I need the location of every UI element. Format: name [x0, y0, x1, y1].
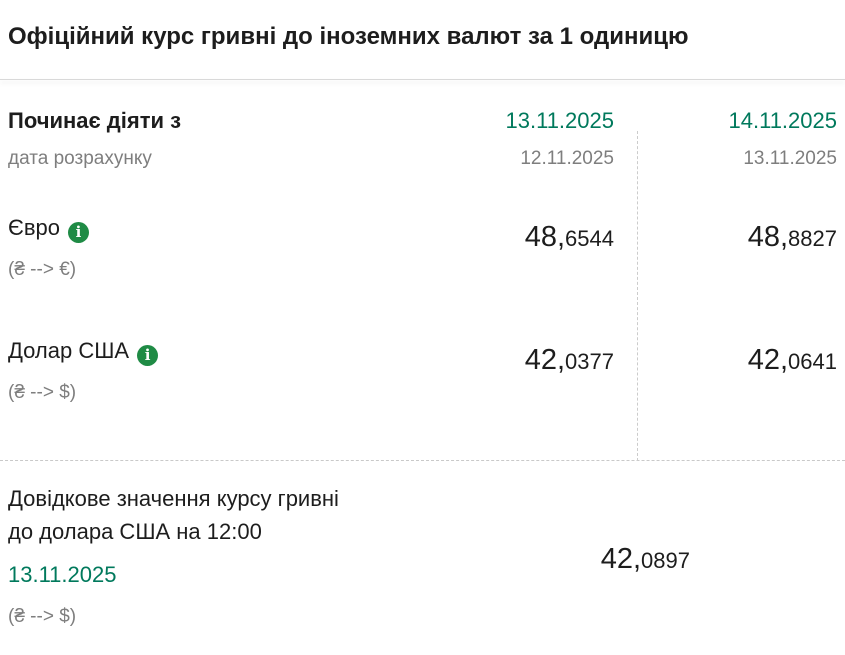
table-row-usd: Долар США i (₴ --> $) 42,0377 42,0641 — [0, 338, 845, 404]
eur-rate-col2-int: 48, — [747, 221, 789, 253]
eur-rate-col2-frac: 8827 — [788, 226, 837, 251]
header-col1-cell: 13.11.2025 12.11.2025 — [408, 108, 637, 170]
eur-rate-col1-frac: 6544 — [565, 226, 614, 251]
effective-from-label: Починає діяти з — [8, 108, 182, 133]
usd-rate-col2: 42,0641 — [637, 345, 837, 375]
reference-title-line2: до долара США на 12:00 — [8, 519, 262, 544]
rates-table: Починає діяти з дата розрахунку 13.11.20… — [0, 108, 845, 461]
page-title: Офіційний курс гривні до іноземних валют… — [8, 23, 689, 50]
reference-pair-note: (₴ --> $) — [8, 606, 77, 627]
eur-currency-line: Євро i — [8, 215, 408, 243]
eur-col1-cell: 48,6544 — [408, 215, 637, 252]
effective-date-col2: 14.11.2025 — [728, 108, 837, 133]
info-icon[interactable]: i — [137, 345, 159, 366]
column-divider — [637, 131, 638, 461]
table-header-row: Починає діяти з дата розрахунку 13.11.20… — [0, 108, 845, 170]
reference-title-line1: Довідкове значення курсу гривні — [8, 486, 339, 511]
usd-rate-col2-frac: 0641 — [788, 349, 837, 374]
usd-col2-cell: 42,0641 — [637, 338, 845, 375]
eur-pair-note: (₴ --> €) — [8, 259, 77, 280]
usd-label-cell: Долар США i (₴ --> $) — [0, 338, 408, 404]
eur-col2-cell: 48,8827 — [637, 215, 845, 252]
table-row-eur: Євро i (₴ --> €) 48,6544 48,8827 — [0, 215, 845, 281]
eur-rate-col1-int: 48, — [524, 221, 566, 253]
info-icon[interactable]: i — [67, 222, 89, 243]
reference-rate-frac: 0897 — [641, 548, 690, 573]
reference-title: Довідкове значення курсу гривні до долар… — [0, 482, 845, 548]
eur-rate-col2: 48,8827 — [637, 222, 837, 252]
usd-currency-line: Долар США i — [8, 338, 408, 366]
section-divider — [0, 460, 845, 461]
usd-rate-col1-int: 42, — [524, 344, 566, 376]
usd-col1-cell: 42,0377 — [408, 338, 637, 375]
calc-date-label: дата розрахунку — [8, 148, 152, 169]
eur-currency-label: Євро — [8, 215, 60, 240]
calc-date-col1: 12.11.2025 — [520, 148, 614, 169]
usd-pair-note: (₴ --> $) — [8, 382, 77, 403]
usd-rate-col2-int: 42, — [747, 344, 789, 376]
header-label-cell: Починає діяти з дата розрахунку — [0, 108, 408, 170]
effective-date-col1: 13.11.2025 — [505, 108, 614, 133]
header-divider — [0, 79, 845, 80]
usd-rate-col1-frac: 0377 — [565, 349, 614, 374]
calc-date-col2: 13.11.2025 — [743, 148, 837, 169]
eur-label-cell: Євро i (₴ --> €) — [0, 215, 408, 281]
usd-rate-col1: 42,0377 — [408, 345, 614, 375]
reference-rate: 42,0897 — [601, 544, 690, 574]
reference-rate-int: 42, — [600, 543, 642, 575]
header-col2-cell: 14.11.2025 13.11.2025 — [637, 108, 845, 170]
eur-rate-col1: 48,6544 — [408, 222, 614, 252]
reference-date: 13.11.2025 — [8, 562, 117, 587]
usd-currency-label: Долар США — [8, 338, 130, 363]
reference-section: Довідкове значення курсу гривні до долар… — [0, 482, 845, 628]
